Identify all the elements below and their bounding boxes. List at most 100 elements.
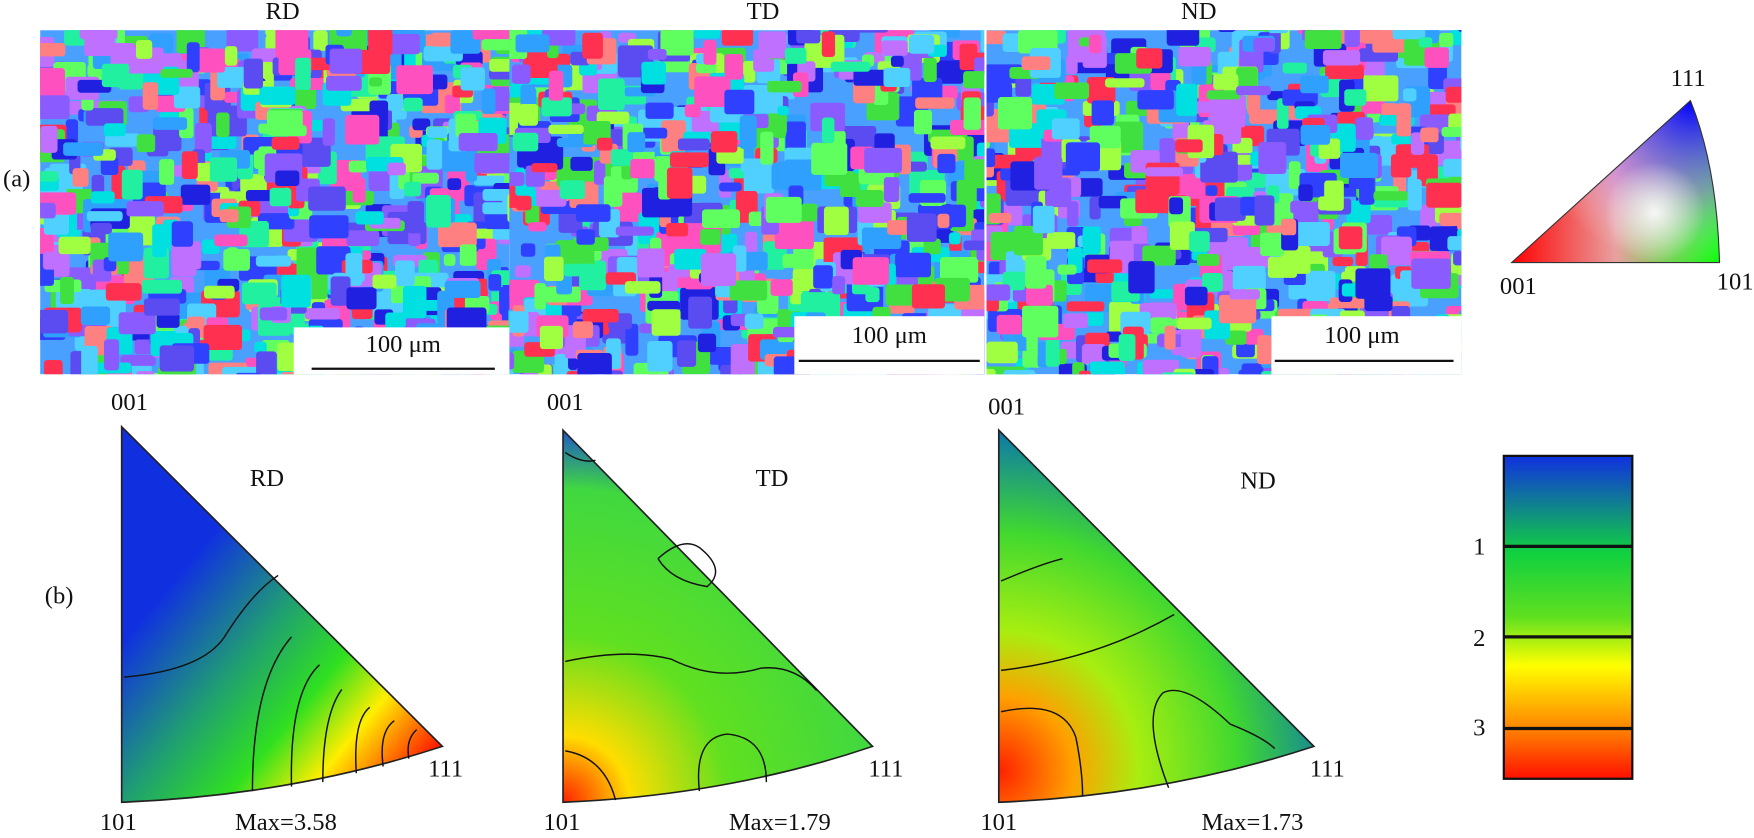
grain bbox=[575, 204, 611, 222]
grain bbox=[895, 252, 931, 278]
grain bbox=[986, 163, 994, 178]
grain bbox=[72, 168, 89, 187]
max-label: Max=1.79 bbox=[729, 809, 831, 836]
grain bbox=[906, 213, 937, 242]
panel-label: (a) bbox=[3, 166, 30, 193]
grain bbox=[1402, 88, 1417, 102]
grain bbox=[58, 236, 91, 255]
grain bbox=[254, 341, 267, 353]
grain bbox=[387, 162, 406, 176]
grain bbox=[881, 40, 908, 56]
grain bbox=[1344, 30, 1360, 48]
corner-label: 001 bbox=[547, 389, 584, 416]
grain bbox=[1435, 372, 1462, 375]
grain bbox=[44, 360, 63, 375]
grain bbox=[482, 202, 510, 215]
grain bbox=[226, 30, 259, 52]
grain bbox=[121, 169, 143, 200]
corner-label: 111 bbox=[428, 756, 463, 783]
grain bbox=[472, 30, 510, 40]
grain bbox=[126, 47, 164, 74]
grain bbox=[547, 43, 559, 59]
grain bbox=[541, 97, 572, 117]
grain bbox=[396, 65, 433, 95]
ebsd-map bbox=[986, 30, 1462, 375]
grain bbox=[1453, 251, 1462, 266]
grain bbox=[386, 33, 421, 55]
grain bbox=[271, 136, 300, 150]
grain bbox=[259, 307, 288, 321]
grain bbox=[1057, 264, 1077, 275]
grain bbox=[499, 287, 510, 315]
grain bbox=[219, 209, 239, 223]
grain bbox=[81, 345, 98, 375]
grain bbox=[1225, 330, 1247, 345]
grain bbox=[194, 123, 212, 153]
grain bbox=[1205, 185, 1218, 196]
contour bbox=[355, 706, 371, 774]
grain bbox=[1025, 256, 1047, 289]
grain bbox=[214, 234, 248, 247]
grain bbox=[937, 153, 956, 174]
grain bbox=[1213, 73, 1239, 90]
grain bbox=[669, 152, 709, 168]
grain bbox=[385, 312, 406, 328]
grain bbox=[159, 345, 195, 372]
grain bbox=[1294, 222, 1330, 247]
grain bbox=[963, 240, 985, 251]
grain bbox=[336, 30, 352, 37]
key-label: 111 bbox=[1671, 65, 1706, 92]
contour bbox=[1000, 557, 1063, 582]
grain bbox=[1369, 254, 1388, 271]
grain bbox=[186, 316, 205, 330]
grain bbox=[647, 300, 681, 311]
grain bbox=[1236, 67, 1258, 91]
grain bbox=[1021, 56, 1051, 71]
grain bbox=[1066, 301, 1105, 312]
grain bbox=[1219, 294, 1257, 324]
grain bbox=[656, 231, 686, 253]
grain bbox=[195, 162, 213, 182]
colorbar-tick: 1 bbox=[1473, 533, 1485, 560]
grain bbox=[940, 256, 979, 283]
grain bbox=[771, 163, 804, 190]
grain bbox=[281, 274, 311, 308]
grain bbox=[171, 260, 197, 277]
grain bbox=[823, 206, 849, 235]
grain bbox=[1458, 30, 1462, 32]
key-label: 001 bbox=[1500, 273, 1537, 300]
grain bbox=[1176, 83, 1198, 116]
grain bbox=[275, 170, 300, 187]
grain bbox=[524, 369, 539, 375]
grain bbox=[913, 109, 932, 135]
grain bbox=[784, 47, 807, 64]
grain bbox=[1232, 265, 1266, 291]
grain bbox=[758, 31, 787, 59]
grain bbox=[336, 371, 367, 375]
grain bbox=[744, 313, 764, 329]
grain bbox=[627, 132, 646, 153]
grain bbox=[63, 142, 104, 156]
grain bbox=[566, 370, 579, 375]
ipf-triangle bbox=[562, 428, 875, 804]
grain bbox=[637, 248, 665, 278]
grain bbox=[1145, 167, 1184, 177]
grain bbox=[719, 182, 742, 192]
grain bbox=[1065, 142, 1101, 172]
grain bbox=[739, 115, 757, 149]
grain bbox=[666, 167, 693, 199]
grain bbox=[1420, 127, 1439, 143]
grain bbox=[1184, 286, 1208, 306]
grain bbox=[782, 253, 801, 268]
grain bbox=[1426, 182, 1462, 208]
grain bbox=[915, 97, 955, 109]
grain bbox=[974, 57, 985, 76]
grain bbox=[554, 353, 571, 375]
grain bbox=[444, 280, 481, 298]
grain bbox=[216, 112, 230, 137]
grain bbox=[1305, 270, 1336, 302]
grain bbox=[309, 215, 349, 239]
grain bbox=[101, 63, 130, 88]
grain bbox=[507, 193, 510, 223]
grain bbox=[135, 40, 153, 59]
